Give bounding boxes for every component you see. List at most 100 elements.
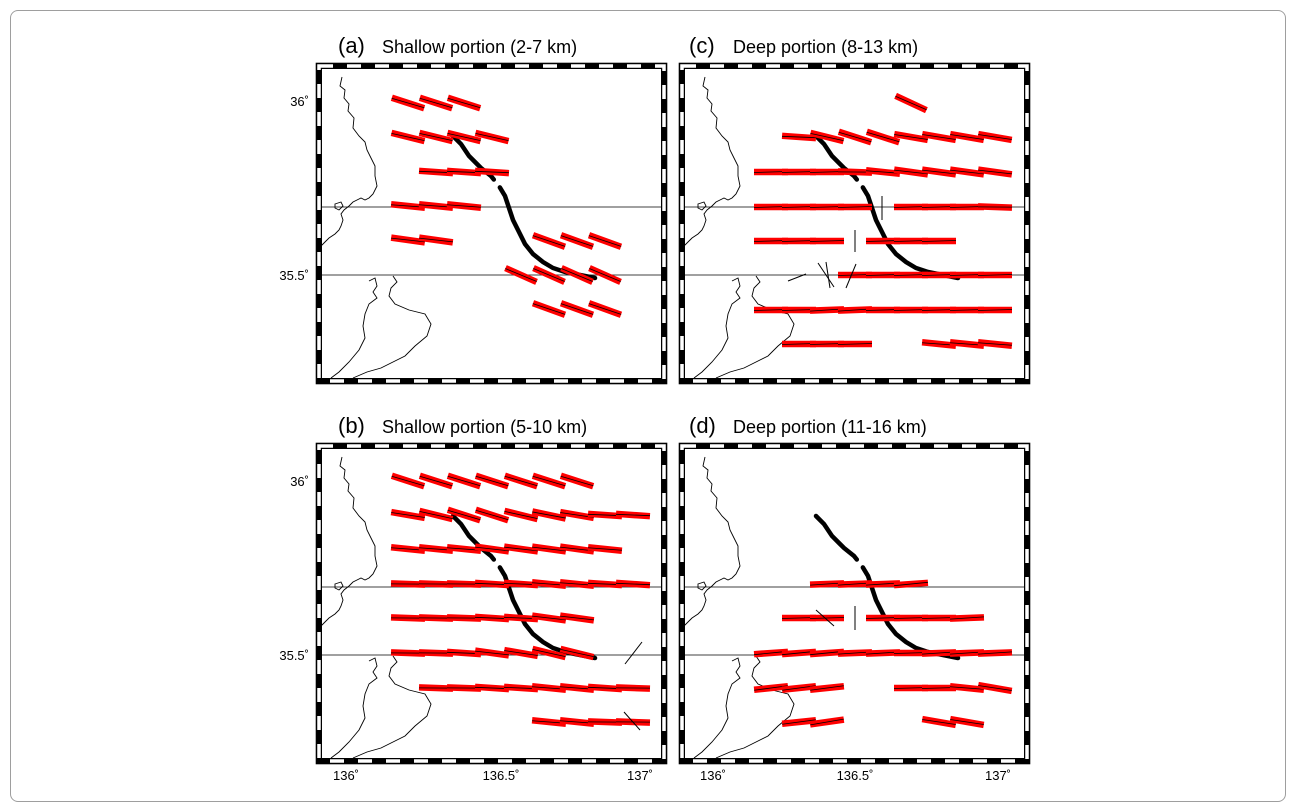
stress-bar-axis — [419, 510, 453, 520]
map-frame-edge — [315, 62, 668, 385]
stress-bar — [474, 129, 510, 145]
stress-bar-axis — [922, 719, 956, 725]
stress-bar — [894, 92, 928, 114]
figure-frame — [10, 10, 1286, 802]
stress-bar — [893, 130, 929, 144]
coastline-north — [682, 456, 741, 629]
panel-b-letter: (b) — [338, 413, 365, 438]
stress-bar — [531, 472, 567, 490]
stress-bar — [809, 614, 845, 622]
stress-bar — [531, 508, 567, 522]
stress-bar-axis — [950, 134, 984, 140]
stress-bar-axis — [475, 509, 509, 521]
stress-bar — [587, 300, 623, 318]
stress-bar — [837, 128, 873, 146]
xtick-d-136-5: 136.5˚ — [837, 768, 874, 783]
stress-bar — [474, 613, 510, 623]
stress-bar-axis — [837, 206, 873, 208]
stress-bar-axis — [922, 134, 956, 140]
xtick-b-137: 137˚ — [627, 768, 653, 783]
ytick-b-36: 36˚ — [290, 474, 309, 489]
stress-bar-axis — [391, 132, 425, 142]
map-frame-outer — [679, 63, 1030, 384]
stress-bar-axis — [754, 685, 788, 691]
panel-c-title: Deep portion (8-13 km) — [733, 37, 918, 57]
stress-bar — [615, 510, 651, 520]
secondary-axis — [845, 263, 857, 289]
stress-bar — [418, 129, 454, 145]
panel-c — [678, 62, 1031, 385]
stress-bar — [503, 507, 539, 523]
stress-bar-axis — [532, 615, 566, 621]
stress-bar — [390, 129, 426, 145]
coastline-bay — [352, 275, 432, 379]
xtick-b-136-5: 136.5˚ — [483, 768, 520, 783]
stress-bar — [949, 715, 985, 729]
stress-bar — [837, 340, 873, 348]
stress-bar — [921, 130, 957, 144]
stress-bar-axis — [810, 718, 844, 726]
coastline-bay-west — [693, 277, 741, 379]
stress-bar — [446, 506, 482, 524]
stress-bar — [949, 682, 985, 694]
stress-bar-axis — [504, 475, 538, 487]
stress-bar — [474, 647, 510, 659]
stress-bar — [753, 682, 789, 694]
stress-bar — [921, 715, 957, 729]
map-frame-edge — [315, 442, 668, 765]
stress-bar — [418, 94, 454, 112]
panel-d — [678, 442, 1031, 765]
stress-bar — [474, 579, 510, 589]
coastline-north — [682, 76, 741, 249]
stress-bar — [977, 271, 1013, 279]
stress-bar — [503, 472, 539, 490]
stress-bar-axis — [419, 475, 453, 487]
stress-bar-axis — [419, 132, 453, 142]
stress-bar — [893, 579, 929, 589]
stress-bar-axis — [560, 303, 594, 315]
coastline-islet — [334, 581, 344, 591]
coastline-bay-west — [693, 657, 741, 759]
stress-bar — [504, 265, 538, 285]
stress-bar — [390, 472, 426, 490]
secondary-axis — [815, 609, 835, 627]
stress-bar-axis — [894, 581, 928, 587]
panel-a-letter: (a) — [338, 33, 365, 58]
stress-bar-axis — [950, 616, 984, 620]
stress-bar-axis — [475, 650, 509, 656]
coastline-bay — [715, 275, 795, 379]
stress-bar — [587, 543, 623, 555]
stress-bar-axis — [950, 719, 984, 725]
stress-bar-axis — [560, 615, 594, 621]
stress-bar-axis — [978, 169, 1012, 175]
stress-bar — [559, 645, 595, 661]
stress-bar-axis — [447, 509, 481, 521]
coastline-north — [319, 76, 378, 249]
stress-bar-axis — [978, 134, 1012, 140]
stress-bar — [615, 579, 651, 589]
coastline-islet — [697, 581, 707, 591]
stress-bar — [531, 300, 567, 318]
stress-bar-axis — [894, 134, 928, 140]
stress-bar-axis — [532, 546, 566, 552]
panel-d-title: Deep portion (11-16 km) — [733, 417, 927, 437]
map-frame-outer — [316, 443, 667, 764]
stress-bar-axis — [921, 240, 957, 242]
stress-bar — [446, 472, 482, 490]
panel-a-plot — [319, 76, 664, 379]
map-frame-dash — [317, 64, 666, 383]
stress-bar-axis — [532, 475, 566, 487]
coastline-bay — [715, 655, 795, 759]
stress-bar-axis — [474, 582, 510, 586]
panel-d-plot — [682, 456, 1027, 759]
stress-bar — [809, 237, 845, 245]
stress-bar-axis — [809, 617, 845, 619]
stress-bar-axis — [560, 235, 594, 247]
stress-bar-axis — [391, 512, 425, 518]
stress-bar — [977, 681, 1013, 695]
stress-bar — [474, 683, 510, 693]
stress-bar-axis — [837, 343, 873, 345]
panel-b-plot — [319, 456, 664, 759]
stress-bar — [503, 646, 539, 660]
stress-bar — [921, 237, 957, 245]
